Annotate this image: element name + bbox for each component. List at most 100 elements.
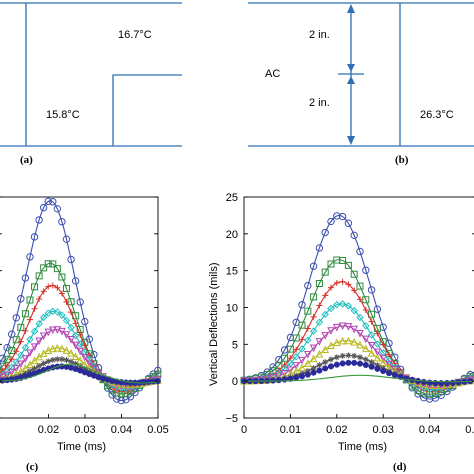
chart-d-series-group — [240, 212, 474, 403]
chart-d-data-point — [362, 296, 370, 304]
chart-c-data-point — [53, 205, 62, 213]
chart-d-data-point — [373, 353, 382, 362]
chart-d-data-point — [310, 369, 317, 376]
chart-c-data-point — [36, 295, 43, 302]
chart-c-series-line — [0, 363, 157, 384]
chart-c-data-point — [58, 273, 66, 281]
chart-c-data-point — [35, 216, 43, 224]
chart-d-data-point — [344, 336, 353, 345]
chart-d-data-point — [373, 340, 382, 348]
chart-d-data-point — [374, 362, 381, 369]
chart-c-data-point — [81, 342, 88, 349]
chart-c-data-point — [71, 277, 80, 285]
chart-d-data-point — [367, 286, 376, 294]
diagram-b-arrow-bottom — [347, 136, 355, 145]
chart-c-xtick-label: 0.05 — [147, 424, 168, 436]
chart-d-data-point — [321, 345, 330, 353]
chart-c-data-point — [3, 371, 11, 380]
chart-d-data-point — [292, 362, 301, 370]
chart-d-data-point — [368, 363, 375, 370]
chart-d-data-point — [304, 371, 311, 378]
chart-d-data-point — [321, 310, 329, 319]
chart-d-data-point — [304, 281, 312, 290]
chart-c-data-point — [7, 368, 16, 377]
chart-d-data-point — [328, 284, 334, 291]
chart-c-data-point — [62, 346, 71, 354]
chart-d-series-line — [243, 259, 474, 395]
diagram-b-arrow-mid-down — [347, 76, 355, 84]
chart-c-data-point — [35, 320, 43, 328]
chart-c-data-point — [108, 391, 116, 399]
chart-c-data-point — [31, 305, 38, 312]
chart-c-data-point — [117, 396, 125, 405]
chart-d-data-point — [310, 293, 318, 301]
chart-d-data-point — [332, 338, 341, 347]
chart-d-series-line — [243, 214, 474, 400]
chart-d-data-point — [386, 351, 392, 358]
chart-c-data-point — [62, 284, 70, 292]
chart-d-data-point — [332, 323, 341, 332]
chart-d-data-point — [373, 305, 382, 313]
chart-d-ytick-label: 0 — [232, 376, 238, 388]
chart-c-data-point — [36, 362, 43, 369]
chart-d-data-point — [304, 307, 312, 315]
chart-c-data-point — [67, 323, 75, 332]
chart-d-data-point — [374, 330, 381, 337]
chart-d-data-point — [367, 348, 376, 357]
chart-d-data-point — [339, 360, 346, 367]
chart-d-ytick-label: 20 — [226, 229, 238, 241]
chart-d-data-point — [321, 332, 330, 340]
chart-c-data-point — [62, 316, 71, 325]
chart-d-data-point — [327, 304, 335, 313]
chart-d-data-point — [356, 247, 364, 256]
chart-c-data-point — [85, 359, 94, 368]
chart-c-data-point — [63, 357, 70, 364]
chart-d-data-point — [310, 365, 317, 372]
chart-c-data-point — [81, 365, 88, 372]
chart-d-data-point — [362, 306, 369, 313]
chart-c-data-point — [26, 316, 33, 323]
chart-d-data-point — [350, 306, 358, 315]
chart-c-data-point — [26, 335, 34, 344]
diagram-b-arrow-top — [347, 4, 355, 13]
chart-d-data-point — [344, 302, 353, 310]
chart-d-data-point — [310, 313, 317, 320]
diagram-a-temp-upper: 16.7°C — [118, 29, 152, 41]
chart-d-data-point — [362, 356, 369, 363]
diagram-a: 16.7°C 15.8°C (a) — [0, 2, 182, 166]
chart-c-data-point — [90, 350, 98, 359]
chart-d-data-point — [345, 352, 352, 359]
chart-d-data-point — [379, 354, 388, 363]
chart-c-data-point — [22, 370, 29, 377]
chart-d-data-point — [333, 279, 340, 286]
chart-d-data-point — [350, 325, 359, 334]
chart-d-data-point — [292, 334, 300, 342]
chart-d-xtick-label: 0 — [241, 424, 247, 436]
chart-d-data-point — [403, 375, 410, 382]
chart-c-data-point — [67, 255, 75, 264]
chart-d-data-point — [309, 262, 318, 270]
chart-d-data-point — [443, 379, 451, 387]
chart-c: 0.02 0.03 0.04 0.05 Time (ms) (c) — [0, 196, 169, 473]
chart-d-data-point — [333, 361, 340, 368]
chart-d-xtick-label: 0.02 — [326, 424, 347, 436]
chart-d-data-point — [316, 362, 323, 369]
chart-d-data-point — [431, 394, 440, 402]
chart-d-data-point — [361, 344, 370, 353]
chart-c-data-point — [81, 317, 89, 326]
chart-d-data-point — [356, 282, 364, 290]
chart-d-ytick-label: 15 — [226, 266, 238, 278]
chart-d-data-point — [351, 287, 358, 294]
chart-d-data-point — [322, 292, 329, 299]
chart-c-data-point — [49, 260, 57, 268]
chart-d-data-point — [315, 338, 324, 346]
chart-d-data-point — [304, 336, 312, 344]
chart-d-data-point — [391, 360, 398, 367]
chart-d-data-point — [338, 322, 347, 331]
chart-c-data-point — [71, 352, 80, 361]
chart-d-data-point — [298, 301, 306, 309]
chart-c-data-point — [21, 274, 30, 282]
chart-d-data-point — [293, 374, 300, 381]
chart-c-data-point — [45, 358, 52, 365]
